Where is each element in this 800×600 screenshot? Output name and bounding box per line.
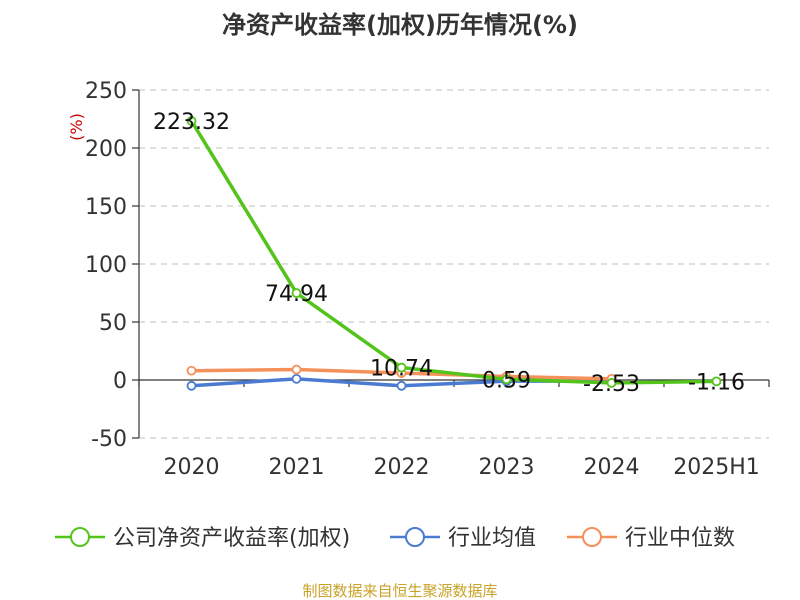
- legend-marker: [405, 527, 425, 547]
- x-tick-label: 2023: [479, 455, 535, 480]
- chart-title: 净资产收益率(加权)历年情况(%): [222, 11, 578, 39]
- data-point: [186, 380, 197, 391]
- data-point: [711, 376, 722, 387]
- data-point: [291, 364, 302, 375]
- y-tick-label: 200: [85, 137, 127, 162]
- series-line-0: [189, 119, 719, 385]
- legend: 公司净资产收益率(加权) 行业均值 行业中位数: [55, 526, 735, 551]
- data-point: [186, 116, 197, 126]
- data-point: [396, 362, 407, 373]
- x-tick-label: 2024: [584, 455, 640, 480]
- y-tick-label: -50: [91, 427, 127, 452]
- x-tick-label: 2020: [164, 455, 220, 480]
- legend-marker: [582, 527, 602, 547]
- y-tick-label: 0: [113, 369, 127, 394]
- data-label: 0.59: [482, 368, 531, 393]
- legend-label: 公司净资产收益率(加权): [113, 526, 350, 551]
- data-label: 10.74: [370, 357, 433, 382]
- data-label: 74.94: [265, 282, 328, 307]
- y-tick-label: 150: [85, 195, 127, 220]
- data-point: [186, 365, 197, 376]
- x-tick-label: 2022: [374, 455, 430, 480]
- source-note: 制图数据来自恒生聚源数据库: [302, 582, 497, 600]
- series-layer: [186, 116, 722, 391]
- x-tick-label: 2021: [269, 455, 325, 480]
- y-tick-label: 50: [99, 311, 127, 336]
- legend-label: 行业中位数: [625, 526, 735, 551]
- y-axis-label: (%): [67, 113, 86, 141]
- y-tick-label: 100: [85, 253, 127, 278]
- legend-marker: [70, 527, 90, 547]
- legend-label: 行业均值: [448, 526, 536, 551]
- x-tick-label: 2025H1: [673, 455, 760, 480]
- y-tick-label: 250: [85, 79, 127, 104]
- axes: 250 200 150 100 50 0 -50 2020 2021 2022 2023 2024 20…: [85, 79, 770, 480]
- data-point: [396, 380, 407, 391]
- data-label: -2.53: [583, 372, 640, 397]
- data-label: 223.32: [153, 110, 230, 135]
- data-point: [291, 288, 302, 298]
- data-point: [501, 374, 512, 385]
- data-label: -1.16: [688, 370, 745, 395]
- data-point: [606, 378, 617, 388]
- data-point: [291, 373, 302, 384]
- data-labels: 223.32 74.94 10.74 0.59 -2.53 -1.16: [153, 110, 745, 397]
